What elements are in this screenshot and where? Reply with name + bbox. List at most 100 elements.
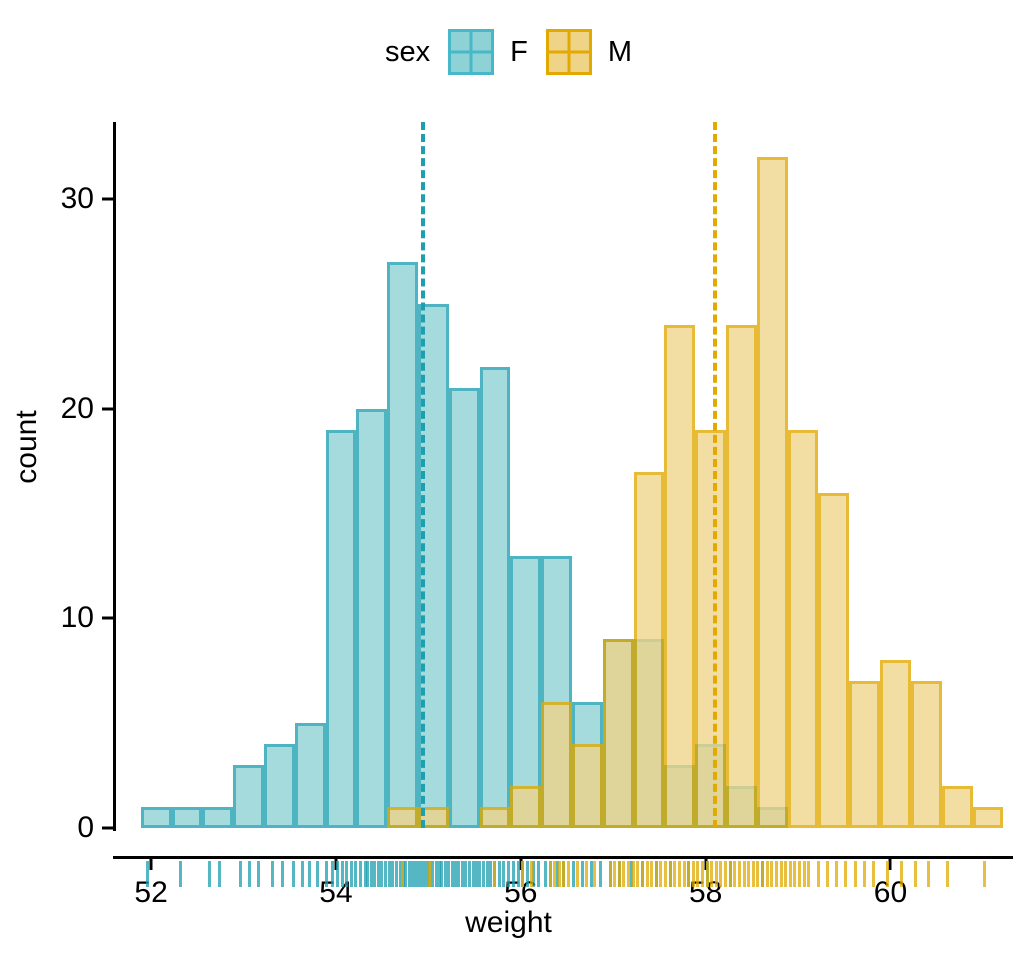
rug-tick-f (354, 861, 358, 887)
rug-tick-f (315, 861, 319, 887)
rug-tick-f (420, 861, 424, 887)
legend-item-m[interactable]: M (545, 29, 632, 75)
mean-line-f (420, 122, 425, 828)
rug-tick-f (478, 861, 482, 887)
rug-tick-f (340, 861, 344, 887)
rug-tick-f (208, 861, 212, 887)
rug-tick-m (756, 861, 760, 887)
rug-tick-f (481, 861, 485, 887)
histogram-bar-f (171, 807, 203, 828)
y-tick-mark (102, 197, 113, 201)
rug-tick-f (335, 861, 339, 887)
rug-tick-m (871, 861, 875, 887)
rug-tick-f (454, 861, 458, 887)
rug-tick-f (450, 861, 454, 887)
rug-tick-f (408, 861, 412, 887)
rug-tick-m (400, 861, 404, 887)
rug-tick-m (899, 861, 903, 887)
rug-tick-f (580, 861, 584, 887)
histogram-bar-m (756, 157, 788, 828)
rug-tick-f (404, 861, 408, 887)
rug-tick-m (553, 861, 557, 887)
histogram-bar-m (664, 325, 696, 828)
rug-tick-m (622, 861, 626, 887)
key-horizontal-bar (548, 50, 589, 54)
rug-tick-f (446, 861, 450, 887)
rug-tick-f (555, 861, 559, 887)
rug-tick-f (437, 861, 441, 887)
rug-tick-f (376, 861, 380, 887)
rug-tick-f (395, 861, 399, 887)
rug-tick-f (531, 861, 535, 887)
rug-tick-f (248, 861, 252, 887)
rug-tick-m (696, 861, 700, 887)
rug-tick-f (497, 861, 501, 887)
rug-tick-f (431, 861, 435, 887)
histogram-bar-f (387, 262, 419, 828)
legend-title: sex (384, 35, 431, 68)
histogram-bar-f (140, 807, 172, 828)
rug-tick-m (765, 861, 769, 887)
rug-tick-m (788, 861, 792, 887)
rug-tick-m (835, 861, 839, 887)
rug-tick-m (802, 861, 806, 887)
rug-tick-f (349, 861, 353, 887)
rug-tick-m (659, 861, 663, 887)
histogram-bar-f (263, 744, 295, 828)
histogram-bar-m (972, 807, 1004, 828)
rug-tick-m (719, 861, 723, 887)
rug-tick-m (668, 861, 672, 887)
rug-tick-m (714, 861, 718, 887)
rug-tick-f (571, 861, 575, 887)
rug-tick-m (710, 861, 714, 887)
x-tick-label: 52 (134, 876, 168, 909)
rug-tick-f (444, 861, 448, 887)
histogram-bar-m (695, 429, 727, 828)
rug-tick-f (468, 861, 472, 887)
rug-tick-m (636, 861, 640, 887)
rug-tick-m (493, 861, 497, 887)
rug-tick-f (398, 861, 402, 887)
rug-tick-m (654, 861, 658, 887)
histogram-bar-m (880, 660, 911, 828)
rug-tick-m (664, 861, 668, 887)
rug-tick-f (590, 861, 594, 887)
histogram-bar-f (233, 765, 264, 828)
histogram-bar-m (818, 492, 850, 828)
rug-tick-m (982, 861, 986, 887)
legend-item-f[interactable]: F (448, 29, 528, 75)
rug-plot (0, 861, 1017, 887)
rug-tick-m (548, 861, 552, 887)
histogram-bar-f (356, 408, 388, 828)
rug-tick-f (440, 861, 444, 887)
histogram-bar-m (479, 807, 511, 828)
rug-tick-f (345, 861, 349, 887)
rug-tick-m (617, 861, 621, 887)
histogram-bar-m (418, 807, 449, 828)
rug-tick-f (410, 861, 414, 887)
histogram-bar-m (541, 702, 572, 828)
rug-tick-f (331, 861, 335, 887)
rug-tick-m (770, 861, 774, 887)
rug-tick-m (608, 861, 612, 887)
rug-tick-f (359, 861, 363, 887)
rug-tick-m (945, 861, 949, 887)
rug-tick-m (673, 861, 677, 887)
rug-tick-f (366, 861, 370, 887)
rug-tick-m (913, 861, 917, 887)
rug-tick-m (816, 861, 820, 887)
rug-tick-m (724, 861, 728, 887)
rug-tick-f (280, 861, 284, 887)
rug-tick-m (761, 861, 765, 887)
rug-tick-f (384, 861, 388, 887)
rug-tick-m (640, 861, 644, 887)
rug-tick-f (363, 861, 367, 887)
rug-tick-f (526, 861, 530, 887)
y-tick-label: 20 (60, 391, 94, 425)
rug-tick-f (238, 861, 242, 887)
rug-tick-m (682, 861, 686, 887)
histogram-bar-f (325, 429, 357, 828)
rug-tick-m (428, 861, 432, 887)
